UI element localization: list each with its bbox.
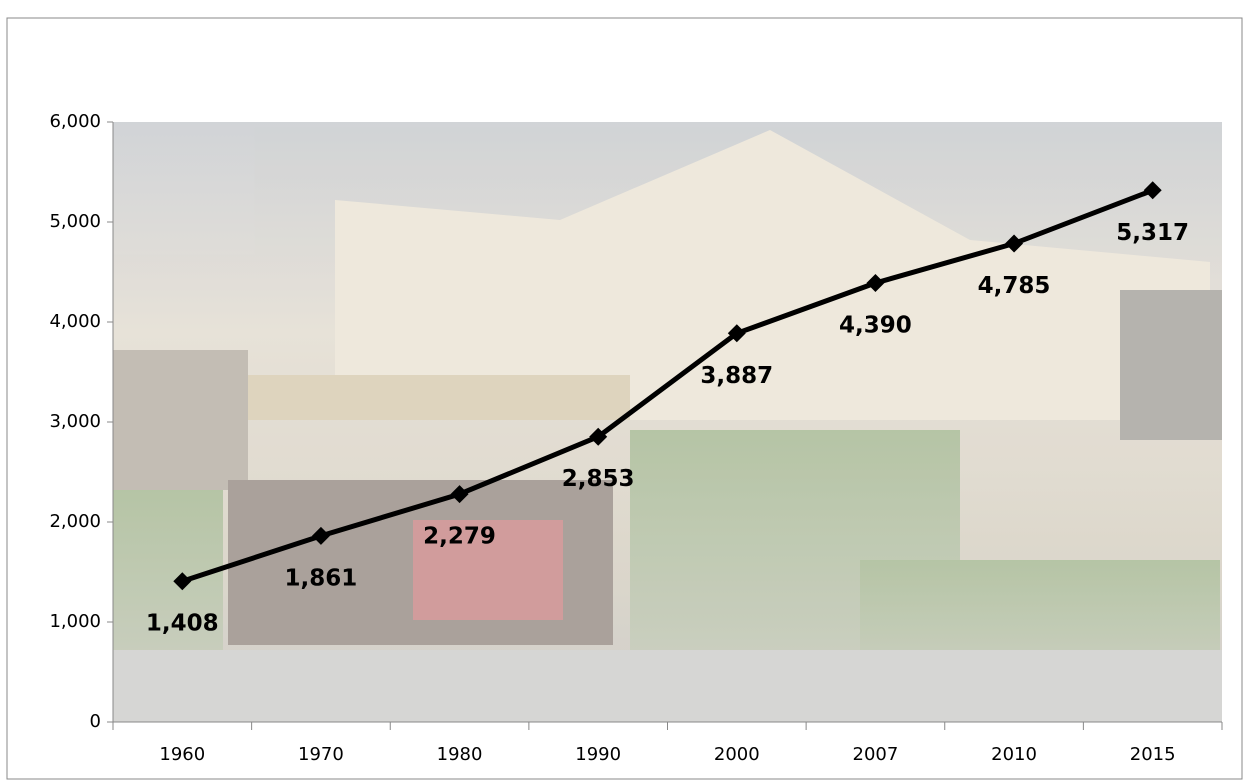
chart: 0 1,000 2,000 3,000 4,000 5,000 6,000 1960 1970 1… bbox=[0, 0, 1250, 780]
value-label: 4,390 bbox=[839, 313, 912, 339]
x-tick-label: 1960 bbox=[159, 744, 205, 765]
x-tick-label: 2010 bbox=[991, 744, 1037, 765]
value-label: 3,887 bbox=[700, 363, 773, 389]
y-tick-label: 5,000 bbox=[49, 211, 101, 232]
x-tick-label: 2015 bbox=[1130, 744, 1176, 765]
x-tick-label: 2007 bbox=[853, 744, 899, 765]
value-label: 2,853 bbox=[562, 466, 635, 492]
x-tick-label: 1970 bbox=[298, 744, 344, 765]
value-label: 4,785 bbox=[978, 273, 1051, 299]
value-label: 1,861 bbox=[285, 565, 358, 591]
value-label: 2,279 bbox=[423, 524, 496, 550]
y-tick-label: 0 bbox=[90, 711, 101, 732]
y-tick-label: 6,000 bbox=[49, 111, 101, 132]
x-tick-label: 2000 bbox=[714, 744, 760, 765]
y-tick-label: 2,000 bbox=[49, 511, 101, 532]
value-label: 1,408 bbox=[146, 611, 219, 637]
value-label: 5,317 bbox=[1116, 220, 1189, 246]
x-tick-label: 1980 bbox=[437, 744, 483, 765]
y-tick-label: 1,000 bbox=[49, 611, 101, 632]
y-tick-label: 4,000 bbox=[49, 311, 101, 332]
background-photo bbox=[113, 122, 1222, 722]
y-tick-label: 3,000 bbox=[49, 411, 101, 432]
x-tick-label: 1990 bbox=[575, 744, 621, 765]
